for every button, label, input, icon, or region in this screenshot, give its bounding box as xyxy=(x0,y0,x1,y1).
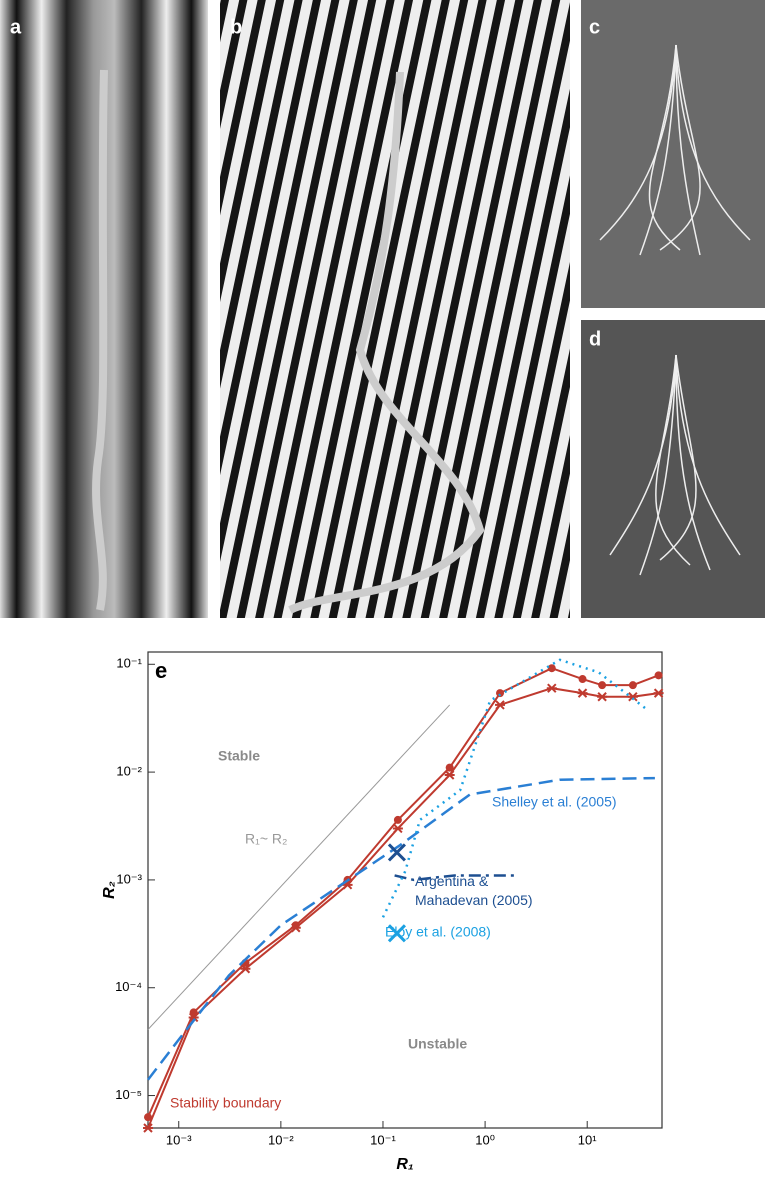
data-point xyxy=(444,770,455,780)
panel-b-wake xyxy=(288,71,485,614)
marker-x xyxy=(387,843,406,862)
series-label: Argentina & Mahadevan (2005) xyxy=(415,873,533,908)
data-point xyxy=(578,675,587,684)
series-label: Eloy et al. (2008) xyxy=(385,924,491,940)
data-point xyxy=(597,692,608,702)
x-axis-label: R₁ xyxy=(396,1156,413,1173)
data-point xyxy=(392,823,403,834)
y-tick-label: 10⁻¹ xyxy=(116,656,142,671)
x-tick-label: 10⁻³ xyxy=(166,1132,192,1147)
y-tick-label: 10⁻³ xyxy=(116,871,142,886)
data-point xyxy=(577,688,588,698)
panel-b-image xyxy=(220,0,570,618)
data-point xyxy=(598,681,607,690)
x-tick-label: 10⁻¹ xyxy=(370,1132,396,1147)
marker-x xyxy=(387,924,406,943)
x-tick-label: 10⁻² xyxy=(268,1132,294,1147)
panel-d-filaments xyxy=(609,354,741,576)
data-point xyxy=(627,692,638,702)
data-point xyxy=(393,815,402,824)
chart-title: e xyxy=(155,658,167,683)
series-label: Shelley et al. (2005) xyxy=(492,794,617,810)
y-axis-label: R₂ xyxy=(101,881,118,899)
y-tick-label: 10⁻² xyxy=(116,764,142,779)
data-point xyxy=(654,671,663,680)
series-line xyxy=(394,874,516,882)
y-tick-label: 10⁻⁵ xyxy=(115,1087,142,1102)
data-point xyxy=(496,689,505,698)
photo-panels: a b c d xyxy=(0,0,765,618)
panel-c-filaments xyxy=(599,44,751,256)
panel-label: b xyxy=(230,16,242,38)
data-point xyxy=(445,763,454,772)
panel-a-wake xyxy=(92,69,108,611)
data-point xyxy=(143,1123,153,1133)
data-point xyxy=(653,688,664,698)
series-label: Stability boundary xyxy=(170,1095,281,1111)
panel-d-image xyxy=(581,320,765,618)
data-point xyxy=(547,664,556,673)
plot-frame xyxy=(147,651,663,1129)
x-tick-label: 10⁰ xyxy=(475,1132,495,1147)
panel-label: a xyxy=(10,16,22,38)
reference-label: R₁~ R₂ xyxy=(245,831,287,847)
y-tick-label: 10⁻⁴ xyxy=(115,979,142,994)
series-line xyxy=(147,776,655,1081)
region-label: Unstable xyxy=(408,1036,467,1052)
data-point xyxy=(188,1012,199,1023)
data-point xyxy=(290,923,301,933)
panel-label: d xyxy=(589,328,601,350)
data-point xyxy=(628,681,637,690)
data-point xyxy=(546,683,557,693)
x-tick-label: 10¹ xyxy=(578,1132,597,1147)
series-label-box: Argentina & Mahadevan (2005) xyxy=(415,873,533,908)
data-point xyxy=(240,964,251,974)
data-point xyxy=(144,1113,152,1122)
data-point xyxy=(495,700,506,710)
panel-label: c xyxy=(589,16,600,38)
panel-c-image xyxy=(581,0,765,308)
reference-line xyxy=(147,704,451,1030)
region-label: Stable xyxy=(218,748,260,764)
